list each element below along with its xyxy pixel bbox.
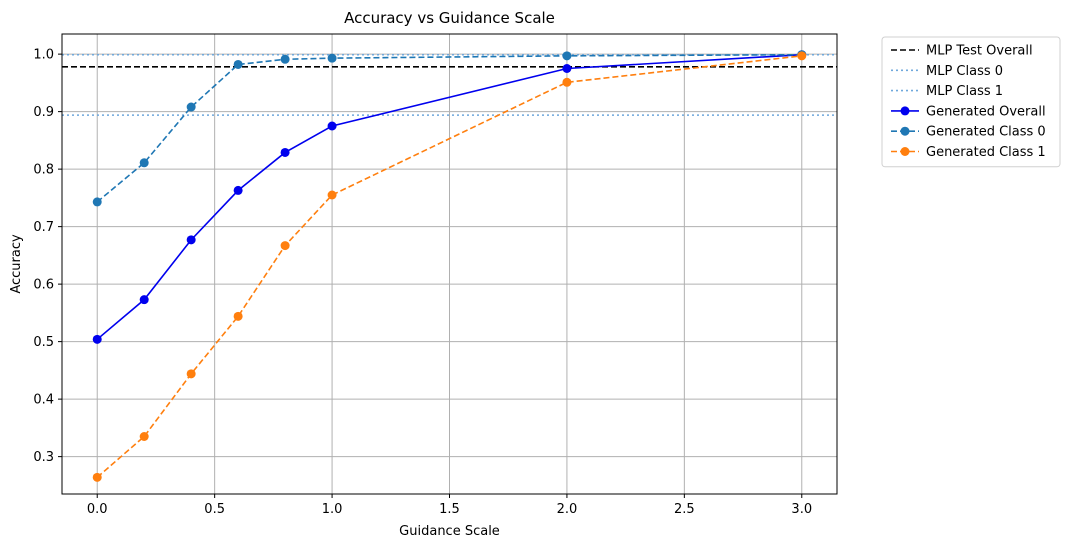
- data-point: [327, 190, 337, 200]
- legend: MLP Test Overall MLP Class 0 MLP Class 1 Ge…: [881, 36, 1061, 168]
- series-line: [96, 53, 802, 203]
- x-tick-label: 0.5: [204, 502, 225, 517]
- data-point: [233, 59, 243, 69]
- x-tick-label: 0.0: [87, 502, 108, 517]
- axis-ticks: 0.0 0.5 1.0 1.5 2.0 2.5 3.0 0.3 0.4 0.5 0.6 0.7 0.8 0…: [33, 48, 812, 517]
- legend-marker: [900, 126, 910, 136]
- data-point: [562, 51, 572, 61]
- x-tick-label: 2.5: [674, 502, 695, 517]
- data-point: [233, 311, 243, 321]
- chart-title: Accuracy vs Guidance Scale: [344, 9, 555, 27]
- legend-label: Generated Class 1: [926, 145, 1046, 160]
- y-tick-label: 0.6: [33, 278, 54, 293]
- data-point: [280, 147, 290, 157]
- y-tick-label: 0.4: [33, 393, 54, 408]
- legend-label: Generated Class 0: [926, 125, 1046, 140]
- data-point: [92, 472, 102, 482]
- data-point: [139, 295, 149, 305]
- legend-marker: [900, 106, 910, 116]
- legend-marker: [900, 147, 910, 156]
- data-point: [562, 64, 572, 73]
- data-point: [797, 51, 807, 61]
- legend-label: Generated Overall: [926, 104, 1046, 119]
- data-point: [186, 369, 196, 379]
- data-point: [92, 334, 102, 344]
- x-tick-label: 3.0: [791, 502, 812, 517]
- legend-label: MLP Class 1: [926, 84, 1003, 99]
- data-point: [186, 235, 196, 245]
- series-line: [96, 53, 802, 340]
- y-tick-label: 0.5: [33, 335, 54, 350]
- data-point: [280, 241, 290, 251]
- legend-frame: [881, 36, 1061, 168]
- y-tick-label: 0.8: [33, 163, 54, 178]
- legend-label: MLP Class 0: [926, 64, 1003, 79]
- x-tick-label: 1.0: [322, 502, 343, 517]
- x-axis-label: Guidance Scale: [399, 524, 500, 539]
- y-tick-label: 0.9: [33, 105, 54, 120]
- y-tick-label: 0.7: [33, 220, 54, 235]
- data-point: [92, 197, 102, 207]
- data-point: [139, 158, 149, 168]
- y-tick-label: 0.3: [33, 450, 54, 465]
- data-point: [139, 432, 149, 441]
- grid-lines: [62, 34, 837, 494]
- y-axis-label: Accuracy: [9, 234, 24, 294]
- data-point: [327, 53, 337, 63]
- series-lines: [92, 50, 807, 482]
- x-tick-label: 2.0: [557, 502, 578, 517]
- x-tick-label: 1.5: [439, 502, 460, 517]
- data-point: [280, 54, 290, 64]
- series-line: [96, 55, 802, 478]
- y-tick-label: 1.0: [33, 48, 54, 63]
- data-point: [327, 121, 337, 131]
- data-point: [186, 102, 196, 112]
- data-point: [233, 185, 243, 195]
- legend-label: MLP Test Overall: [926, 44, 1033, 59]
- data-point: [562, 77, 572, 87]
